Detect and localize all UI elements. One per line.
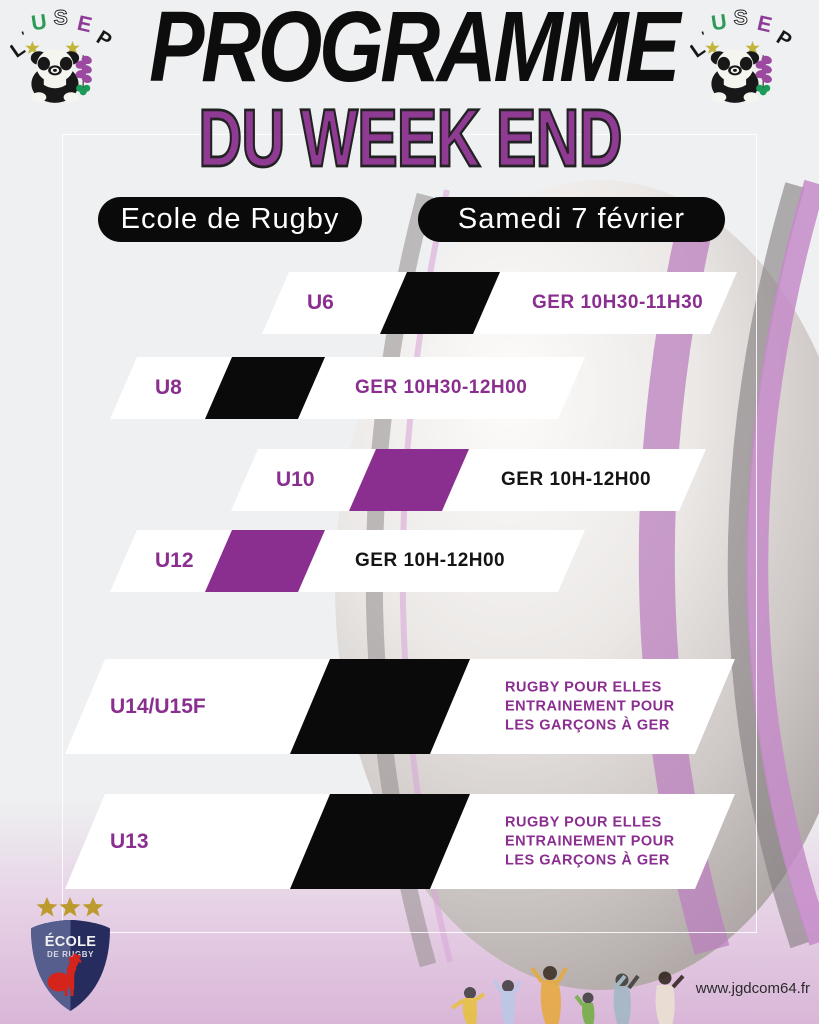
svg-text:U: U (30, 9, 49, 35)
svg-text:E: E (75, 11, 94, 38)
svg-text:S: S (734, 8, 748, 30)
svg-text:ÉCOLE: ÉCOLE (45, 933, 96, 950)
svg-text:E: E (755, 11, 774, 38)
svg-text:': ' (20, 28, 28, 43)
svg-text:U: U (710, 9, 729, 35)
svg-text:S: S (54, 8, 68, 30)
svg-text:': ' (700, 28, 708, 43)
svg-text:P: P (92, 27, 115, 53)
svg-text:P: P (772, 27, 795, 53)
